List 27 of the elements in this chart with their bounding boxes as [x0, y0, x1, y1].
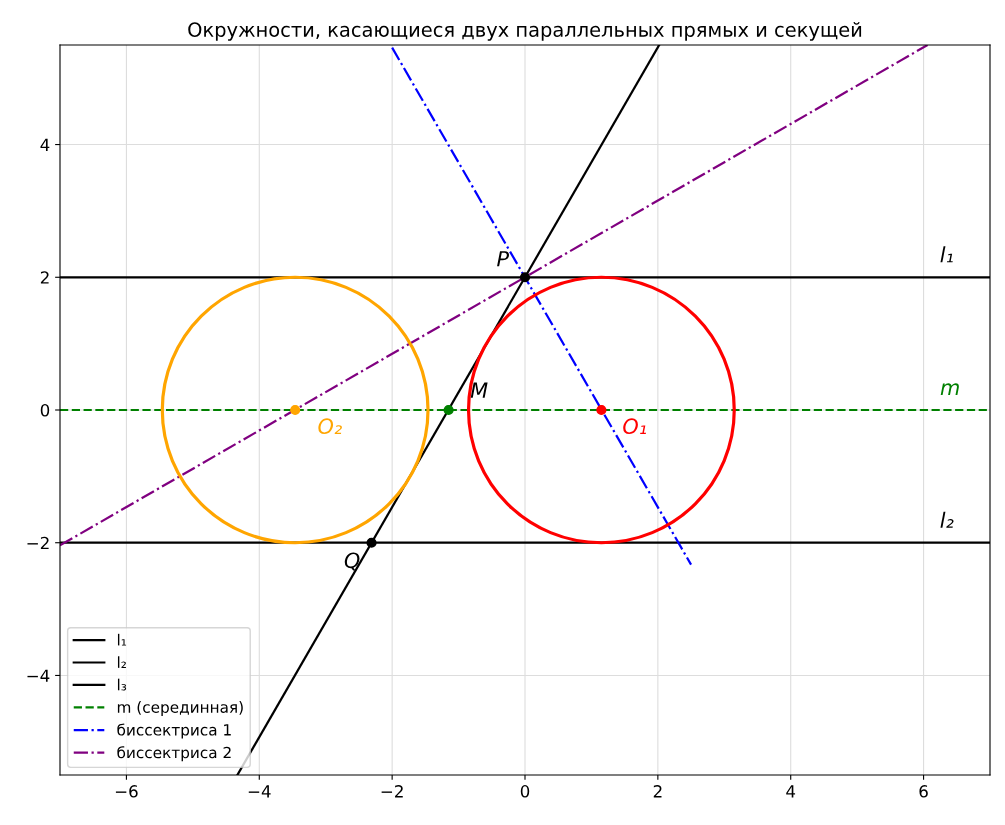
annotation: P	[497, 251, 510, 267]
y-tick-label: 0	[40, 403, 50, 417]
legend-label: биссектриса 1	[117, 723, 231, 739]
x-tick-label: 0	[520, 785, 530, 798]
x-tick-label: 2	[653, 785, 662, 798]
x-tick-label: −4	[248, 785, 271, 798]
x-tick-label: −2	[381, 785, 403, 798]
chart-title: Окружности, касающиеся двух параллельных прямых и секущей	[188, 21, 862, 41]
y-tick-label: −4	[27, 669, 50, 682]
legend-label: l₁	[117, 633, 127, 646]
legend-label: m (серединная)	[117, 701, 243, 716]
legend-label: биссектриса 2	[117, 746, 231, 762]
annotation: O₂	[318, 418, 342, 435]
annotation: Q	[344, 552, 360, 571]
x-tick-label: −6	[115, 785, 138, 798]
y-tick-label: −2	[27, 536, 49, 550]
x-tick-label: 4	[786, 785, 796, 798]
annotation: l₂	[940, 511, 954, 528]
annotation: M	[470, 382, 488, 398]
legend-label: l₂	[117, 656, 126, 668]
y-tick-label: 4	[40, 138, 50, 151]
y-tick-label: 2	[40, 271, 49, 284]
x-tick-label: 6	[919, 785, 928, 798]
annotation: O₁	[623, 418, 646, 435]
annotation: l₁	[940, 246, 953, 263]
legend-label: l₃	[117, 678, 127, 691]
annotation: m	[940, 383, 959, 395]
